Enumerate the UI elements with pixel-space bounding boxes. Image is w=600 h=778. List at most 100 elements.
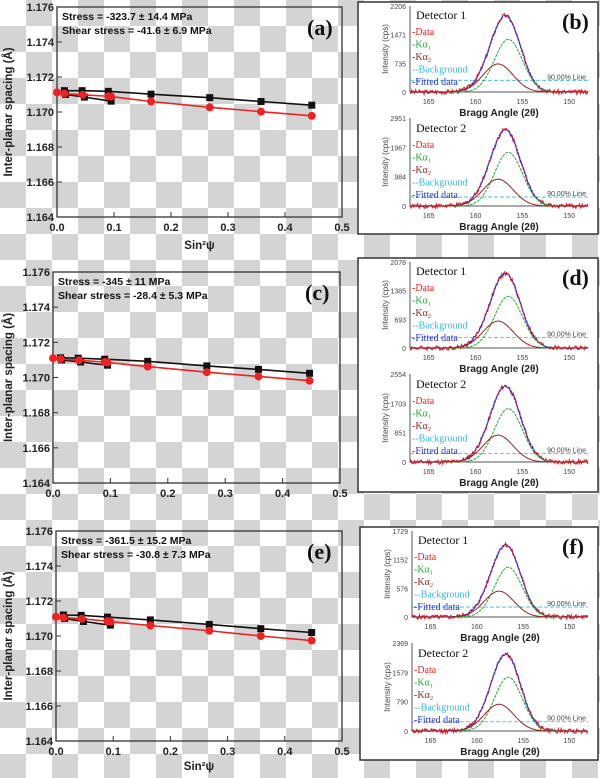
legend-entry: -Kα₁ <box>412 296 431 307</box>
plot-frame <box>55 530 343 742</box>
y-tick-label: 1.172 <box>25 596 53 608</box>
red-data-point <box>106 617 115 626</box>
panel-label: (d) <box>562 265 589 290</box>
y-tick-label: 1.170 <box>25 631 53 643</box>
black-data-point <box>78 87 86 95</box>
y-tick-label: 693 <box>394 317 406 324</box>
legend-entry: -Data <box>414 665 437 676</box>
x-tick-label: 160 <box>470 99 482 106</box>
y-tick-label: 1.174 <box>26 37 54 49</box>
legend-entry: --Background <box>412 321 468 332</box>
y-tick-label: 1579 <box>392 670 408 677</box>
y-tick-label: 2206 <box>390 4 406 11</box>
red-data-point <box>60 89 69 98</box>
black-series-line <box>64 89 312 106</box>
detector-title: Detector 1 <box>416 264 466 278</box>
x-tick-label: 150 <box>563 355 575 362</box>
legend-entry: --Background <box>414 703 470 714</box>
x-tick-label: 0.4 <box>277 222 293 234</box>
x-tick-label: 165 <box>423 469 435 476</box>
panel-label: (a) <box>307 15 333 40</box>
red-data-point <box>256 632 265 640</box>
legend-entry: -Data <box>412 396 435 407</box>
x-tick-label: 0.3 <box>220 746 235 758</box>
black-data-point <box>107 97 115 105</box>
black-data-point <box>104 87 112 95</box>
legend-entry: -Kα₂ <box>412 52 431 63</box>
legend-entry: -Kα₁ <box>414 678 433 689</box>
y-tick-label: 2078 <box>390 260 406 267</box>
red-data-point <box>257 107 266 116</box>
red-data-point <box>146 621 155 630</box>
red-data-point <box>205 103 214 112</box>
legend-entry: -Data <box>412 283 435 294</box>
y-tick-label: 1152 <box>393 558 408 565</box>
legend-entry: -Kα₂ <box>412 421 431 432</box>
x-axis-label: Sin²ψ <box>184 240 214 252</box>
x-tick-label: 0.2 <box>163 222 178 234</box>
black-data-point <box>306 369 314 377</box>
x-tick-label: 0.4 <box>275 488 291 500</box>
y-tick-label: 0 <box>402 460 406 467</box>
detector-title: Detector 1 <box>416 8 466 22</box>
y-tick-label: 1.168 <box>26 142 54 154</box>
y-tick-label: 1385 <box>390 289 406 296</box>
red-data-point <box>143 362 152 371</box>
black-data-point <box>308 101 316 109</box>
y-axis-label: Inter-planar spacing (Å) <box>2 47 15 176</box>
y-tick-label: 1471 <box>390 33 406 40</box>
y-tick-label: 1.170 <box>22 373 50 385</box>
stress-annotation: Stress = -361.5 ± 15.2 MPa <box>61 535 192 547</box>
x-tick-label: 155 <box>517 213 529 220</box>
ninety-percent-line-label: 90.00% Line <box>547 716 586 723</box>
y-tick-label: 1.172 <box>22 337 50 349</box>
x-tick-label: 150 <box>563 99 575 106</box>
y-axis-label: Intensity (cps) <box>381 137 390 187</box>
y-tick-label: 851 <box>394 431 406 438</box>
ninety-percent-line-label: 90.00% Line <box>547 601 586 608</box>
plot-frame <box>52 271 341 484</box>
detector-1-plot: 0 576 1152 1729 165 160 155 150 Bragg Angle (2θ)… <box>383 529 589 644</box>
red-data-point <box>202 368 211 377</box>
legend-entry: -Kα₂ <box>414 577 433 588</box>
red-data-point <box>78 90 87 99</box>
y-tick-label: 1.174 <box>25 561 53 573</box>
spectra-panel-b: (b) 0 735 1471 2206 165 160 155 150 Bragg Angle (… <box>357 1 599 235</box>
black-data-point <box>147 90 155 98</box>
legend-entry: -Kα₁ <box>412 409 431 420</box>
y-tick-label: 576 <box>396 586 408 593</box>
y-tick-label: 1.166 <box>25 701 53 713</box>
y-tick-label: 1.166 <box>22 443 50 455</box>
ninety-percent-line-label: 90.00% Line <box>547 447 586 454</box>
x-tick-label: 165 <box>423 99 435 106</box>
legend-entry: -Kα₁ <box>412 40 431 51</box>
x-axis-label: Bragg Angle (2θ) <box>459 478 538 489</box>
x-tick-label: 165 <box>425 738 437 745</box>
x-tick-label: 165 <box>423 213 435 220</box>
black-data-point <box>203 362 211 370</box>
red-data-point <box>103 358 112 367</box>
red-data-point <box>254 372 263 381</box>
y-tick-label: 2554 <box>390 372 406 379</box>
x-tick-label: 0.4 <box>277 746 293 758</box>
x-tick-label: 165 <box>423 355 435 362</box>
y-axis-label: Intensity (cps) <box>381 24 390 74</box>
legend-entry: -Fitted data <box>412 190 458 201</box>
y-tick-label: 1.164 <box>26 212 54 224</box>
ninety-percent-line-label: 90.00% Line <box>547 74 586 81</box>
x-tick-label: 160 <box>470 213 482 220</box>
y-axis-label: Intensity (cps) <box>383 662 392 712</box>
detector-title: Detector 2 <box>416 121 466 135</box>
y-tick-label: 1.176 <box>26 2 54 14</box>
x-tick-label: 0.5 <box>334 746 349 758</box>
y-tick-label: 1.164 <box>22 478 50 490</box>
x-tick-label: 155 <box>517 624 529 631</box>
black-data-point <box>257 98 265 105</box>
x-tick-label: 0.0 <box>45 488 60 500</box>
red-data-point <box>53 88 61 97</box>
x-tick-label: 0.1 <box>106 746 121 758</box>
legend-entry: --Background <box>412 178 468 189</box>
data-curve <box>409 12 589 97</box>
black-data-point <box>257 625 265 633</box>
panel-label: (f) <box>562 534 584 559</box>
